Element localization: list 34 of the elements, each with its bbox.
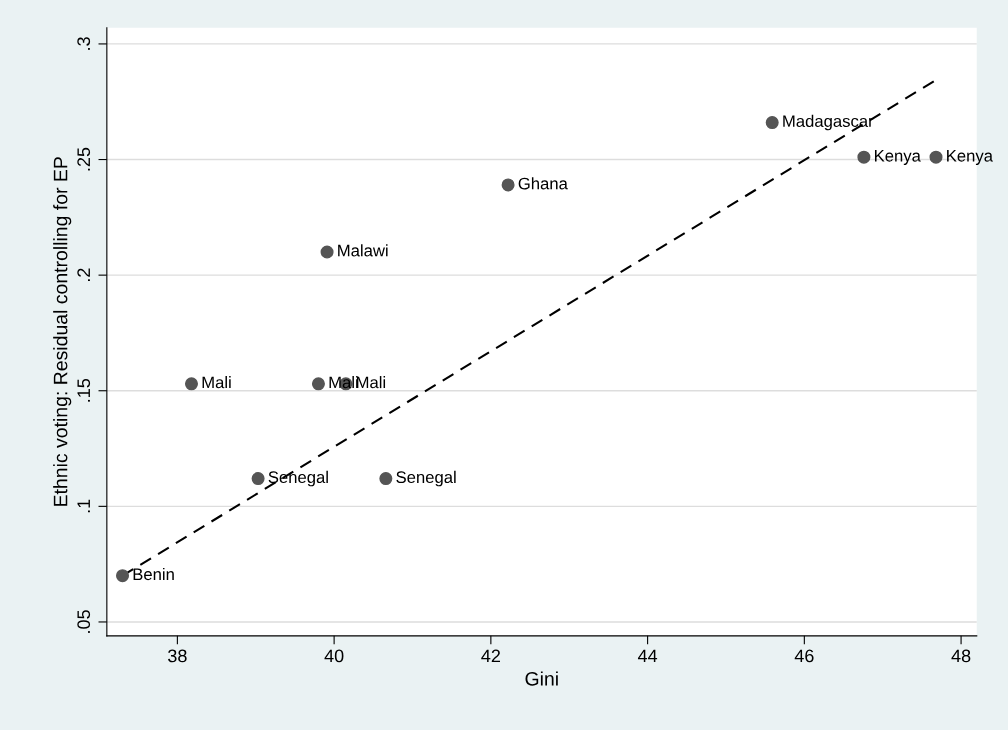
y-tick-label: .1 xyxy=(77,499,90,513)
annotation: Mali xyxy=(356,376,386,389)
y-tick-label: .3 xyxy=(77,37,91,50)
annotation: Senegal xyxy=(268,470,328,487)
point xyxy=(857,150,871,164)
y-tick-label: .15 xyxy=(77,378,91,402)
x-tick-label: 46 xyxy=(794,649,814,663)
point xyxy=(251,472,265,486)
x-tick-label: 48 xyxy=(951,649,971,663)
point xyxy=(184,377,198,391)
y-axis-title: Ethnic voting: Residual controlling for EP xyxy=(53,157,72,506)
y-tick-label: .25 xyxy=(77,147,91,171)
y-tick-label: .05 xyxy=(77,610,91,633)
x-tick-label: 40 xyxy=(324,649,344,663)
annotation: Benin xyxy=(133,567,174,581)
x-tick-label: 38 xyxy=(168,649,187,663)
x-tick-label: 44 xyxy=(637,649,658,663)
point xyxy=(320,245,334,259)
annotation: Kenya xyxy=(947,150,993,165)
annotation: Madagascar xyxy=(783,114,874,131)
annotation: Ghana xyxy=(518,177,568,190)
annotation: Malawi xyxy=(338,244,388,257)
point xyxy=(311,377,325,391)
annotation: Kenya xyxy=(874,150,921,165)
point xyxy=(501,178,515,192)
point xyxy=(379,472,393,486)
annotation: Mali xyxy=(202,376,231,389)
x-tick-label: 42 xyxy=(481,649,500,663)
point xyxy=(765,116,779,130)
point xyxy=(929,150,943,164)
y-tick-label: .2 xyxy=(77,268,90,282)
annotation: Senegal xyxy=(396,470,456,487)
point xyxy=(116,569,130,583)
x-axis-title: Gini xyxy=(525,671,558,686)
